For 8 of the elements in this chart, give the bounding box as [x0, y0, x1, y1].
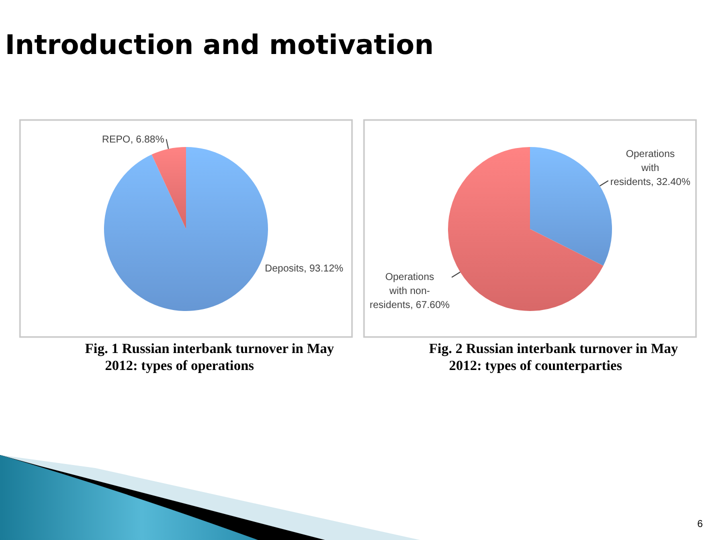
text: Introduction and motivation	[5, 30, 434, 61]
text: Fig. 1 Russian interbank turnover in May 2012: types of operations	[85, 342, 334, 374]
slice-label: Operations with residents, 32.40%	[610, 148, 690, 188]
slice-label: Operations with non-residents, 67.60%	[370, 272, 450, 312]
text: 6	[697, 519, 704, 530]
slice-label: Deposits, 93.12%	[264, 264, 344, 275]
slice-label: REPO, 6.88%	[102, 134, 164, 146]
text: Fig. 2 Russian interbank turnover in May 2012: types of counterparties	[429, 342, 678, 374]
